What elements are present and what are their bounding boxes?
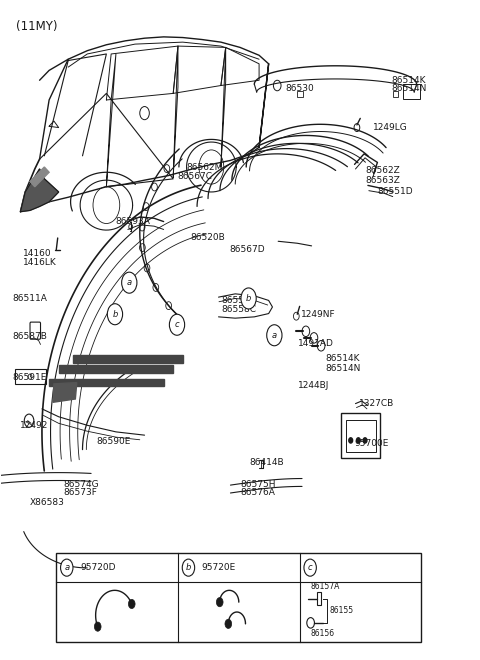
Bar — [341, 413, 380, 458]
Circle shape — [304, 559, 316, 576]
Text: a: a — [64, 563, 69, 572]
Circle shape — [95, 622, 101, 631]
Text: c: c — [175, 320, 180, 329]
Text: 86587B: 86587B — [12, 332, 47, 341]
Text: 86514N: 86514N — [392, 84, 427, 93]
Bar — [317, 592, 321, 605]
Text: a: a — [272, 331, 277, 340]
Text: 86563Z: 86563Z — [365, 176, 400, 185]
Circle shape — [216, 597, 223, 607]
Text: 14160: 14160 — [23, 249, 51, 258]
Text: 1491AD: 1491AD — [298, 339, 334, 348]
Text: 95720D: 95720D — [80, 563, 116, 572]
Text: 86558C: 86558C — [222, 305, 257, 314]
Text: 86414B: 86414B — [250, 458, 284, 467]
Text: 86593A: 86593A — [115, 217, 150, 226]
Text: b: b — [186, 563, 191, 572]
Text: 86575H: 86575H — [240, 480, 276, 489]
Polygon shape — [30, 167, 49, 187]
Text: 86551D: 86551D — [377, 187, 413, 197]
Text: b: b — [246, 294, 251, 303]
Circle shape — [60, 559, 73, 576]
Circle shape — [225, 619, 232, 628]
Text: (11MY): (11MY) — [16, 20, 57, 33]
Text: 86591E: 86591E — [12, 373, 46, 382]
Text: 86590E: 86590E — [97, 437, 131, 446]
Text: 86157A: 86157A — [310, 582, 339, 591]
Circle shape — [128, 599, 135, 609]
Text: 86514K: 86514K — [325, 354, 360, 364]
Text: 1244BJ: 1244BJ — [298, 381, 330, 389]
Text: 1327CB: 1327CB — [360, 399, 395, 408]
Text: 86520B: 86520B — [190, 234, 225, 242]
Text: 86562M: 86562M — [187, 162, 223, 172]
Text: 86573F: 86573F — [63, 488, 97, 498]
Circle shape — [363, 438, 367, 443]
Text: 95700E: 95700E — [355, 438, 389, 447]
Text: 1249LG: 1249LG — [372, 123, 408, 132]
Text: b: b — [112, 310, 118, 319]
Text: 1249NF: 1249NF — [301, 310, 336, 319]
Text: 95720E: 95720E — [202, 563, 236, 572]
Text: X86583: X86583 — [30, 498, 65, 507]
Bar — [346, 420, 375, 451]
Text: 86511A: 86511A — [12, 294, 47, 303]
Circle shape — [108, 304, 122, 325]
Circle shape — [349, 438, 353, 443]
Text: c: c — [308, 563, 312, 572]
Circle shape — [182, 559, 195, 576]
Text: 86155: 86155 — [329, 607, 353, 615]
Text: 86567C: 86567C — [177, 172, 212, 182]
Circle shape — [121, 272, 137, 293]
Text: 86562Z: 86562Z — [365, 166, 400, 176]
Bar — [403, 84, 420, 98]
Bar — [56, 554, 421, 642]
Text: 86514K: 86514K — [392, 76, 426, 84]
Polygon shape — [53, 383, 77, 403]
Polygon shape — [73, 355, 183, 363]
Polygon shape — [49, 379, 164, 386]
Text: 86156: 86156 — [310, 630, 334, 638]
Circle shape — [169, 314, 185, 335]
Text: 1416LK: 1416LK — [23, 259, 57, 267]
Text: 86514N: 86514N — [325, 364, 360, 373]
Circle shape — [357, 438, 360, 443]
Text: 86574G: 86574G — [63, 480, 99, 489]
Bar — [15, 370, 46, 384]
Text: a: a — [127, 278, 132, 287]
Polygon shape — [21, 169, 59, 212]
Polygon shape — [59, 365, 173, 373]
Text: 86530: 86530 — [285, 84, 314, 92]
Text: 86576A: 86576A — [240, 488, 275, 498]
Bar — [297, 92, 303, 96]
Bar — [393, 92, 398, 96]
Text: 86558A: 86558A — [222, 296, 257, 305]
Circle shape — [267, 325, 282, 346]
Text: 12492: 12492 — [20, 421, 48, 430]
Text: 86567D: 86567D — [229, 246, 265, 254]
Circle shape — [241, 288, 256, 309]
